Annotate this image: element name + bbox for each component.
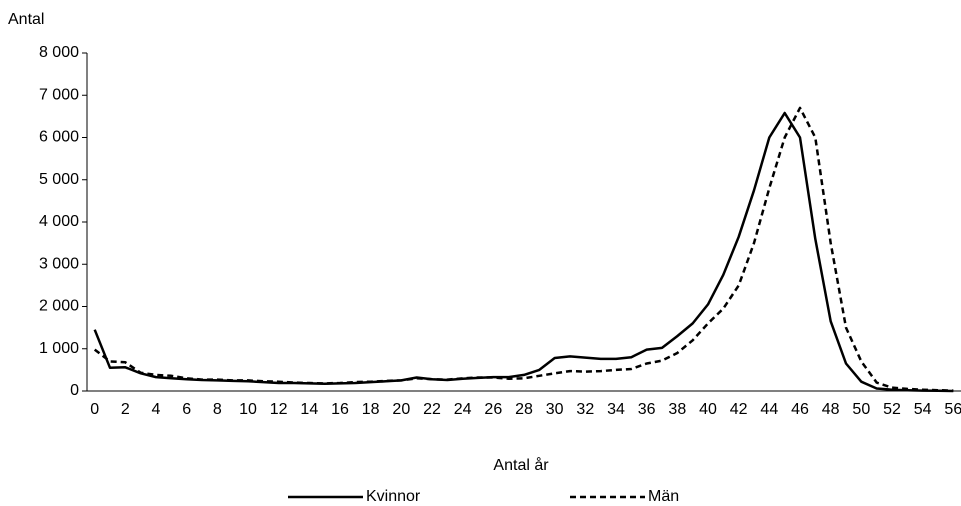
x-tick-label: 26 — [484, 401, 502, 418]
legend-label: Kvinnor — [366, 488, 421, 505]
y-tick-label: 7 000 — [39, 86, 79, 103]
x-tick-label: 40 — [699, 401, 717, 418]
series-line — [93, 111, 954, 393]
y-tick-label: 3 000 — [39, 255, 79, 272]
x-tick-label: 8 — [213, 401, 222, 418]
y-tick-label: 8 000 — [39, 44, 79, 61]
y-tick-label: 6 000 — [39, 129, 79, 146]
y-tick-label: 1 000 — [39, 340, 79, 357]
x-tick-label: 14 — [300, 401, 318, 418]
x-tick-label: 34 — [607, 401, 625, 418]
x-tick-label: 44 — [760, 401, 778, 418]
x-tick-label: 24 — [454, 401, 472, 418]
legend-label: Män — [648, 488, 679, 505]
x-tick-label: 36 — [638, 401, 656, 418]
x-tick-label: 48 — [822, 401, 840, 418]
x-tick-label: 32 — [576, 401, 594, 418]
y-axis-label: Antal — [8, 11, 44, 28]
x-tick-label: 18 — [362, 401, 380, 418]
x-tick-label: 28 — [515, 401, 533, 418]
x-tick-label: 54 — [914, 401, 932, 418]
x-tick-label: 56 — [944, 401, 961, 418]
x-tick-label: 30 — [546, 401, 564, 418]
x-tick-label: 4 — [152, 401, 161, 418]
x-tick-label: 0 — [90, 401, 99, 418]
x-tick-label: 20 — [392, 401, 410, 418]
x-tick-label: 50 — [852, 401, 870, 418]
x-tick-label: 6 — [182, 401, 191, 418]
x-tick-label: 38 — [668, 401, 686, 418]
y-tick-label: 4 000 — [39, 213, 79, 230]
x-axis-label: Antal år — [493, 456, 549, 474]
x-tick-label: 46 — [791, 401, 809, 418]
y-tick-label: 5 000 — [39, 171, 79, 188]
x-tick-label: 12 — [270, 401, 288, 418]
x-tick-label: 52 — [883, 401, 901, 418]
x-tick-label: 2 — [121, 401, 130, 418]
x-tick-label: 16 — [331, 401, 349, 418]
y-tick-label: 0 — [70, 382, 79, 399]
x-tick-label: 42 — [730, 401, 748, 418]
x-tick-label: 22 — [423, 401, 441, 418]
x-tick-label: 10 — [239, 401, 257, 418]
series-line — [93, 106, 954, 392]
y-tick-label: 2 000 — [39, 298, 79, 315]
